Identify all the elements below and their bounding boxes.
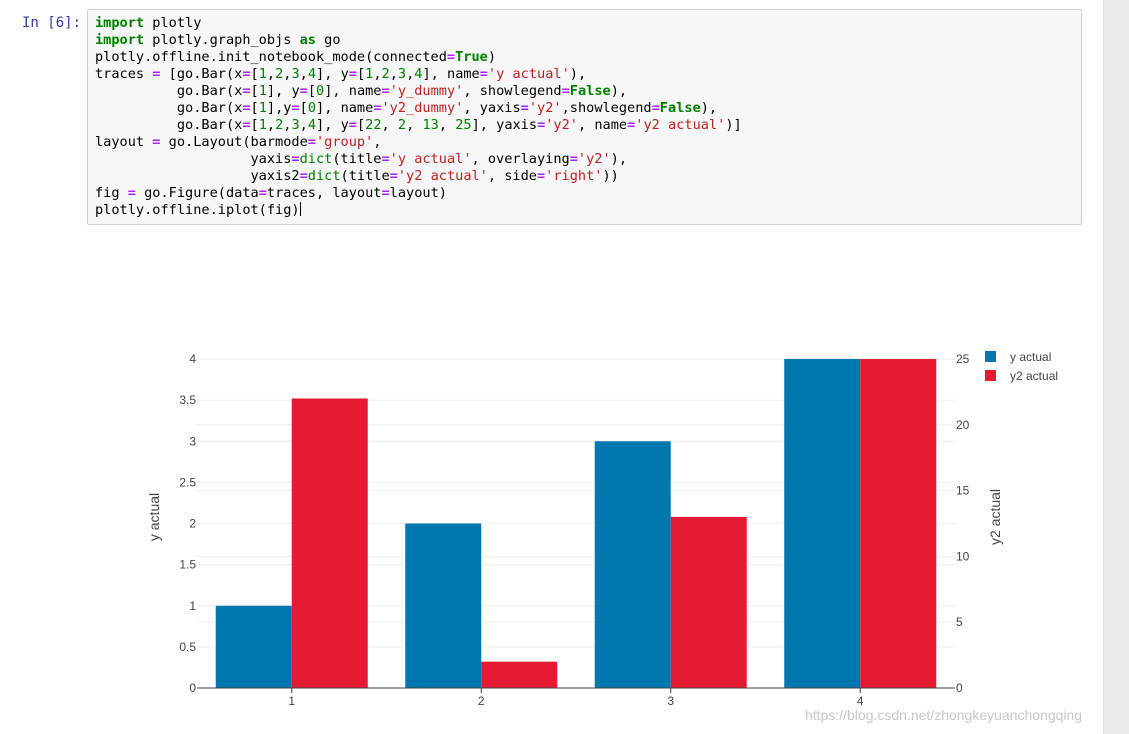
code-line-1: import plotly [95, 15, 202, 31]
code-line-2: import plotly.graph_objs as go [95, 32, 341, 48]
y-tick-label: 4 [189, 352, 196, 366]
x-tick-label: 1 [288, 694, 295, 708]
y-tick-label: 0.5 [179, 640, 196, 654]
legend-label: y2 actual [1010, 369, 1058, 383]
legend-swatch [985, 351, 996, 362]
legend[interactable]: y actual y2 actual [985, 350, 1058, 383]
y-tick-label: 1.5 [179, 558, 196, 572]
code-text: import plotly import plotly.graph_objs a… [88, 10, 1081, 219]
y-tick-label: 3.5 [179, 393, 196, 407]
legend-label: y actual [1010, 350, 1051, 364]
vertical-scrollbar[interactable] [1103, 0, 1129, 734]
y-axis-title: y actual [146, 493, 162, 541]
code-line-5: go.Bar(x=[1], y=[0], name='y_dummy', sho… [95, 83, 628, 99]
code-line-9: yaxis=dict(title='y actual', overlaying=… [95, 151, 628, 167]
x-tick-label: 3 [667, 694, 674, 708]
y2-tick-label: 20 [956, 418, 970, 432]
y2-axis-ticks: 0 5 10 15 20 25 [956, 352, 970, 695]
code-cell-input[interactable]: import plotly import plotly.graph_objs a… [87, 9, 1082, 225]
y-tick-label: 2 [189, 517, 196, 531]
bar-chart[interactable]: 0 0.5 1 1.5 2 2.5 3 3.5 4 0 5 10 15 20 25 1 2 3 4 y actu… [0, 330, 1100, 715]
y-tick-label: 1 [189, 599, 196, 613]
code-line-4: traces = [go.Bar(x=[1,2,3,4], y=[1,2,3,4… [95, 66, 587, 82]
code-line-12: plotly.offline.iplot(fig) [95, 202, 301, 218]
bar-y-actual [784, 359, 861, 688]
y-tick-label: 3 [189, 434, 196, 448]
bar-y2-actual [860, 359, 937, 688]
y-tick-label: 0 [189, 681, 196, 695]
code-line-10: yaxis2=dict(title='y2 actual', side='rig… [95, 168, 619, 184]
bar-y2-actual [670, 516, 747, 688]
y2-axis-title: y2 actual [987, 489, 1003, 545]
y2-tick-label: 15 [956, 484, 970, 498]
code-line-3: plotly.offline.init_notebook_mode(connec… [95, 49, 497, 65]
watermark: https://blog.csdn.net/zhongkeyuanchongqi… [805, 707, 1083, 723]
legend-swatch [985, 370, 996, 381]
code-line-11: fig = go.Figure(data=traces, layout=layo… [95, 185, 447, 201]
text-cursor [299, 202, 301, 216]
y2-tick-label: 5 [956, 615, 963, 629]
y-tick-label: 2.5 [179, 475, 196, 489]
bar-y2-actual [291, 398, 368, 688]
y-axis-ticks: 0 0.5 1 1.5 2 2.5 3 3.5 4 [179, 352, 196, 695]
y2-tick-label: 0 [956, 681, 963, 695]
bar-y-actual [215, 605, 292, 688]
bar-y2-actual [481, 661, 558, 688]
x-tick-label: 2 [478, 694, 485, 708]
code-line-7: go.Bar(x=[1,2,3,4], y=[22, 2, 13, 25], y… [95, 117, 742, 133]
code-line-6: go.Bar(x=[1],y=[0], name='y2_dummy', yax… [95, 100, 718, 116]
x-tick-label: 4 [857, 694, 864, 708]
x-axis-ticks: 1 2 3 4 [288, 688, 864, 708]
y2-tick-label: 10 [956, 549, 970, 563]
y2-tick-label: 25 [956, 352, 970, 366]
bar-y-actual [405, 523, 482, 688]
cell-prompt: In [6]: [22, 15, 82, 31]
code-line-8: layout = go.Layout(barmode='group', [95, 134, 382, 150]
bar-y-actual [594, 441, 671, 688]
bars [215, 359, 937, 688]
